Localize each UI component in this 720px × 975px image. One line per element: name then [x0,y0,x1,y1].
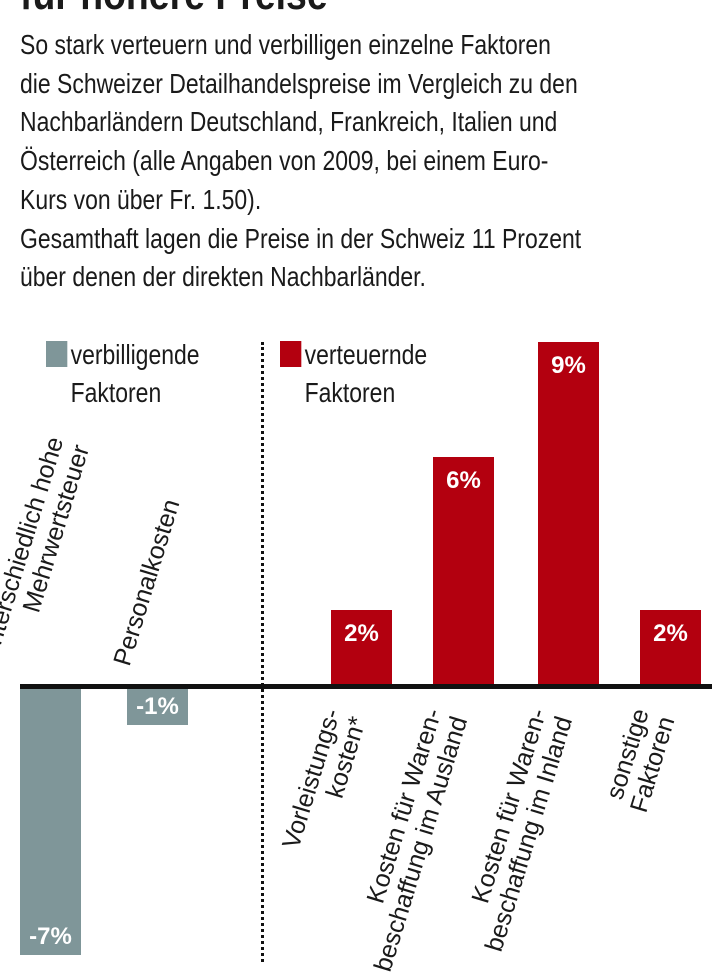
data-label: -1% [136,693,179,721]
zero-axis [20,684,712,689]
data-label: 2% [344,620,379,648]
category-label-line: Personalkosten [108,496,186,669]
bar [538,342,599,687]
intro-line: die Schweizer Detailhandelspreise im Ver… [20,67,578,99]
bar [127,687,188,726]
legend-swatch-decrease [46,341,68,367]
intro-line: Kurs von über Fr. 1.50). [20,183,262,215]
intro-line: Österreich (alle Angaben von 2009, bei e… [20,145,549,177]
category-label: Kosten für Waren-beschaffung im Inland [455,705,578,955]
divider-dotted-line [261,342,264,962]
legend-increase: verteuernde Faktoren [280,336,427,412]
data-label: -7% [29,923,72,951]
data-label: 2% [653,620,688,648]
legend-label: Faktoren [304,377,396,408]
data-label: 9% [551,352,586,380]
data-label: 6% [446,467,481,495]
legend-swatch-increase [280,341,302,367]
intro-line: So stark verteuern und verbilligen einze… [20,29,551,60]
bar [331,610,392,687]
intro-line: über denen der direkten Nachbarländer. [20,261,426,293]
bar [20,687,81,956]
legend-label: verbilligende [70,339,200,370]
legend-label: verteuernde [304,339,428,370]
legend-decrease: verbilligende Faktoren [46,336,200,412]
headline: für höhere Preise [20,0,328,20]
bar [433,457,494,687]
legend-label: Faktoren [70,377,162,408]
intro-text: So stark verteuern und verbilligen einze… [20,26,676,297]
intro-line: Gesamthaft lagen die Preise in der Schwe… [20,222,582,254]
category-label: unterschiedlich hohe Mehrwertsteuer [0,434,95,669]
intro-line: Nachbarländern Deutschland, Frankreich, … [20,106,558,138]
category-label: sonstige Faktoren [600,705,681,815]
bar [640,610,701,687]
category-label: Personalkosten [108,496,186,669]
category-label: Vorleistungs-kosten* [277,706,372,860]
